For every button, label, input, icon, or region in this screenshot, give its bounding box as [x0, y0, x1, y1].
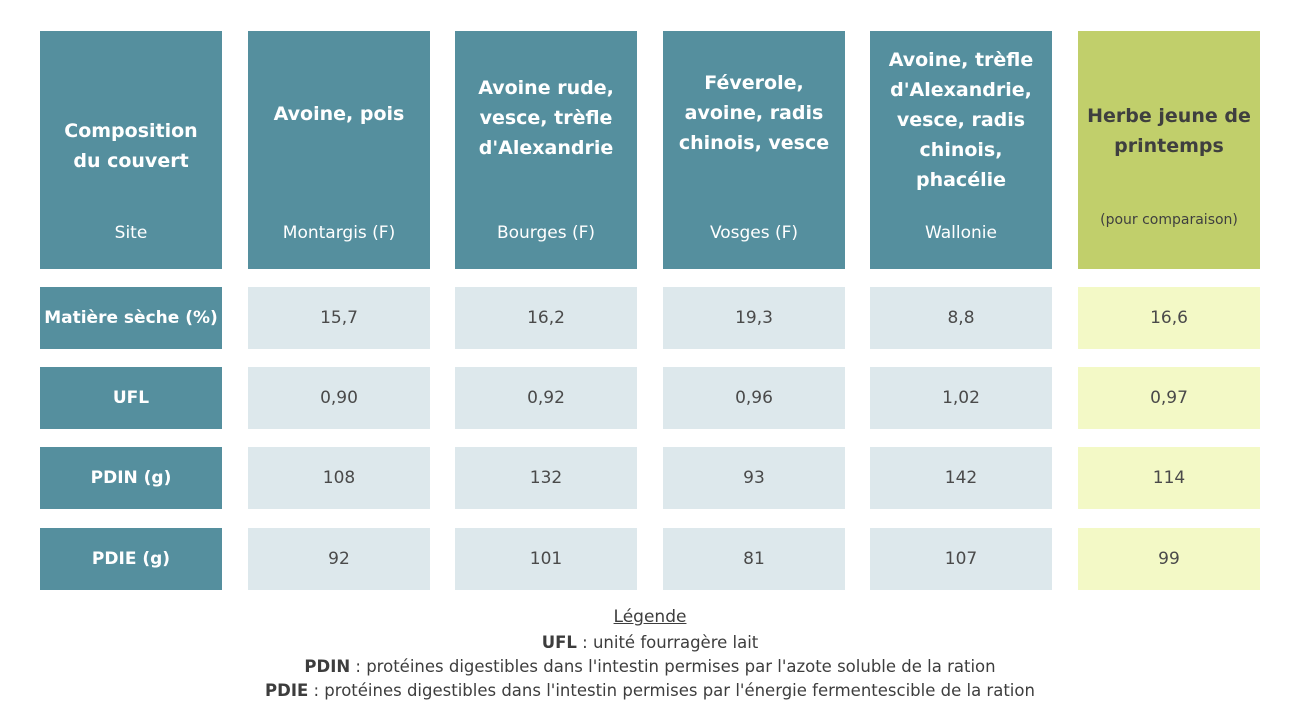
table-cell: 81 [663, 528, 845, 590]
legend-definition: : unité fourragère lait [576, 633, 759, 652]
table-cell: 1,02 [870, 367, 1052, 429]
header-cell-wallonie: Avoine, trèfle d'Alexandrie, vesce, radi… [870, 31, 1052, 269]
legend-term: PDIE [265, 681, 309, 700]
legend-item-pdie: PDIE : protéines digestibles dans l'inte… [0, 680, 1300, 701]
table-cell: 0,90 [248, 367, 430, 429]
table-cell: 16,2 [455, 287, 637, 349]
row-label-pdie: PDIE (g) [40, 528, 222, 590]
row-label-matiere-seche: Matière sèche (%) [40, 287, 222, 349]
header-title: Avoine rude, vesce, trèfle d'Alexandrie [478, 77, 614, 159]
header-title: Avoine, pois [273, 103, 405, 125]
table-cell: 93 [663, 447, 845, 509]
legend-item-ufl: UFL : unité fourragère lait [0, 632, 1300, 653]
header-cell-herbe: Herbe jeune de printemps (pour comparais… [1078, 31, 1260, 269]
legend-definition: : protéines digestibles dans l'intestin … [350, 657, 996, 676]
table-cell: 19,3 [663, 287, 845, 349]
header-site: Bourges (F) [496, 223, 596, 243]
row-label-pdin: PDIN (g) [40, 447, 222, 509]
legend-term: UFL [541, 633, 577, 652]
header-site: Wallonie [925, 223, 997, 243]
header-site: Montargis (F) [282, 223, 396, 243]
header-cell-bourges: Avoine rude, vesce, trèfle d'Alexandrie … [455, 31, 637, 269]
header-title: Féverole, avoine, radis chinois, vesce [678, 72, 830, 154]
table-cell: 0,92 [455, 367, 637, 429]
header-site: Vosges (F) [709, 223, 799, 243]
header-site: (pour comparaison) [1100, 212, 1238, 228]
table-cell-comparison: 0,97 [1078, 367, 1260, 429]
header-site: Site [114, 223, 148, 243]
table-cell: 92 [248, 528, 430, 590]
table-cell: 132 [455, 447, 637, 509]
header-title: Avoine, trèfle d'Alexandrie, vesce, radi… [888, 49, 1034, 191]
header-title: Composition du couvert [64, 120, 198, 172]
table-cell: 8,8 [870, 287, 1052, 349]
header-cell-label: Composition du couvert Site [40, 31, 222, 269]
table-cell: 15,7 [248, 287, 430, 349]
table-cell: 107 [870, 528, 1052, 590]
table-cell: 108 [248, 447, 430, 509]
legend-item-pdin: PDIN : protéines digestibles dans l'inte… [0, 656, 1300, 677]
table-cell-comparison: 114 [1078, 447, 1260, 509]
table-cell-comparison: 99 [1078, 528, 1260, 590]
legend-term: PDIN [304, 657, 351, 676]
header-title: Herbe jeune de printemps [1087, 105, 1251, 157]
table-cell: 0,96 [663, 367, 845, 429]
legend-title: Légende [613, 607, 687, 627]
header-cell-vosges: Féverole, avoine, radis chinois, vesce V… [663, 31, 845, 269]
table-cell-comparison: 16,6 [1078, 287, 1260, 349]
table-cell: 142 [870, 447, 1052, 509]
row-label-ufl: UFL [40, 367, 222, 429]
table-cell: 101 [455, 528, 637, 590]
header-cell-montargis: Avoine, pois Montargis (F) [248, 31, 430, 269]
legend-definition: : protéines digestibles dans l'intestin … [308, 681, 1035, 700]
